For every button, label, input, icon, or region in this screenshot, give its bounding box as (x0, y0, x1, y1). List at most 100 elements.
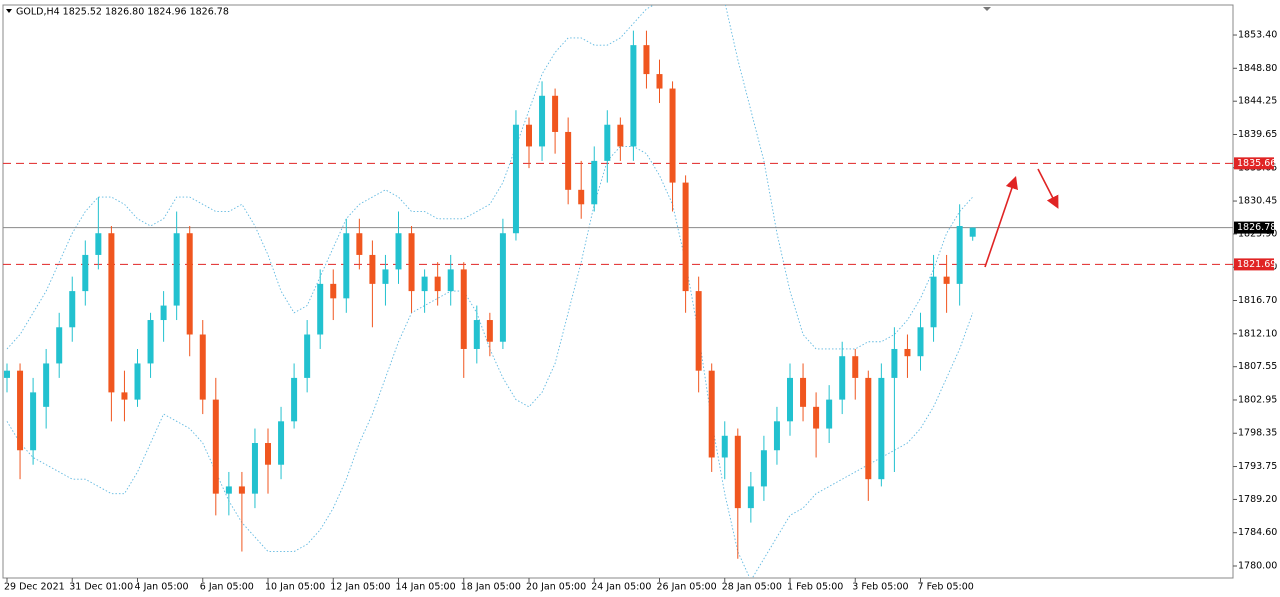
arrow-up (984, 175, 1018, 268)
candle-body (760, 450, 767, 487)
plot-frame (2, 4, 1234, 579)
candle-body (499, 233, 506, 342)
candle-body (4, 370, 10, 378)
candle-body (943, 276, 950, 284)
candle-body (212, 399, 219, 494)
candle-body (787, 377, 793, 422)
candle-body (630, 45, 637, 147)
price-label-box (1234, 157, 1274, 170)
candle-body (539, 95, 546, 147)
bollinger-band (6, 145, 974, 578)
candle-body (30, 392, 37, 451)
candle-body (734, 435, 741, 509)
x-tick-label: 6 Jan 05:00 (200, 582, 254, 593)
candle-body (395, 233, 402, 270)
candle-body (747, 486, 754, 509)
candle-body (878, 377, 885, 480)
candle-body (225, 486, 232, 494)
candle-body (69, 291, 76, 328)
candle-body (251, 443, 258, 494)
candle-body (238, 486, 245, 494)
candle-body (930, 276, 937, 328)
candle-body (108, 233, 115, 393)
candle-body (565, 131, 572, 190)
plot-area (3, 5, 1233, 578)
y-tick-label: 1789.20 (1238, 494, 1277, 505)
candle-body (682, 182, 689, 292)
y-tick-label: 1780.00 (1238, 560, 1277, 571)
y-tick-label: 1844.25 (1238, 96, 1277, 107)
candle-body (891, 348, 898, 378)
x-tick-label: 28 Jan 05:00 (722, 582, 782, 593)
candle-body (512, 124, 519, 234)
candle-body (656, 74, 663, 89)
x-tick-label: 18 Jan 05:00 (461, 582, 521, 593)
candle-body (434, 276, 441, 292)
y-tick-label: 1830.45 (1238, 196, 1277, 207)
candle-body (708, 370, 715, 458)
menu-arrow (6, 9, 12, 13)
arrow-down (1037, 168, 1059, 209)
x-tick-label: 14 Jan 05:00 (396, 582, 456, 593)
candle-body (956, 225, 963, 284)
candle-body (121, 392, 128, 400)
candle-body (278, 421, 285, 465)
shift-marker (983, 7, 991, 11)
y-tick-label: 1825.90 (1238, 228, 1277, 239)
candle-body (356, 233, 363, 255)
y-tick-label: 1798.35 (1238, 428, 1277, 439)
price-label-box (1234, 258, 1274, 271)
candle-body (343, 233, 350, 299)
candle-body (643, 45, 650, 75)
x-tick-label: 1 Feb 05:00 (787, 582, 843, 593)
y-tick-label: 1839.65 (1238, 129, 1277, 140)
candle-body (486, 320, 493, 342)
y-tick-label: 1816.70 (1238, 295, 1277, 306)
candle-body (82, 254, 89, 292)
candle-body (591, 160, 598, 205)
price-label: 1826.78 (1237, 222, 1276, 233)
price-label: 1821.69 (1237, 259, 1276, 270)
candle-body (291, 377, 298, 422)
x-tick-label: 7 Feb 05:00 (918, 582, 974, 593)
candle-body (917, 327, 924, 357)
candle-body (147, 320, 154, 364)
candle-body (43, 363, 50, 407)
x-tick-label: 31 Dec 01:00 (69, 582, 133, 593)
x-tick-label: 4 Jan 05:00 (135, 582, 189, 593)
x-tick-label: 10 Jan 05:00 (265, 582, 325, 593)
candle-body (134, 363, 141, 400)
candle-body (552, 95, 559, 132)
candle-body (317, 283, 324, 335)
y-tick-label: 1793.75 (1238, 461, 1277, 472)
candle-body (382, 269, 389, 284)
candle-body (904, 348, 911, 357)
candle-body (199, 334, 206, 400)
y-tick-label: 1848.80 (1238, 63, 1277, 74)
candle-body (56, 327, 63, 364)
y-tick-label: 1784.60 (1238, 527, 1277, 538)
candle-body (421, 276, 428, 292)
candle-body (852, 356, 859, 378)
candle-body (173, 233, 180, 306)
x-tick-label: 26 Jan 05:00 (657, 582, 717, 593)
candle-body (160, 305, 167, 321)
x-tick-label: 20 Jan 05:00 (526, 582, 586, 593)
x-tick-label: 24 Jan 05:00 (591, 582, 651, 593)
price-label-box (1234, 221, 1274, 234)
candle-body (604, 124, 611, 161)
candle-body (447, 269, 454, 292)
candle-body (408, 233, 415, 292)
candle-body (865, 377, 872, 480)
price-label: 1835.66 (1237, 158, 1276, 169)
y-tick-label: 1802.95 (1238, 394, 1277, 405)
candle-body (721, 435, 728, 458)
candle-body (800, 377, 807, 407)
y-tick-label: 1853.40 (1238, 30, 1277, 41)
candle-body (304, 334, 311, 378)
candle-body (473, 320, 480, 349)
candle-body (95, 233, 102, 255)
candle-body (330, 283, 337, 299)
